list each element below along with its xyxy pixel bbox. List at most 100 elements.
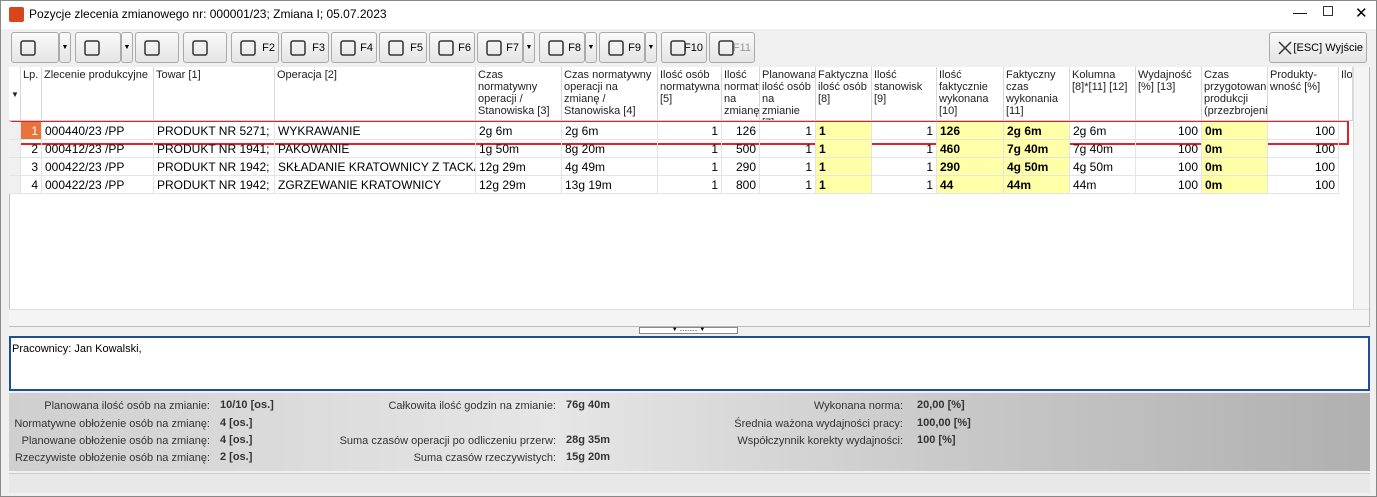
tool-button[interactable]: F7 <box>477 32 523 63</box>
cell[interactable]: PRODUKT NR 5271; <box>154 122 275 140</box>
cell[interactable]: 0m <box>1202 140 1268 158</box>
dropdown[interactable]: ▼ <box>59 32 71 63</box>
column-header[interactable]: Ilość osób normatywna [5] <box>658 67 722 121</box>
cell[interactable]: 100 <box>1268 122 1339 140</box>
cell[interactable]: 100 <box>1136 176 1202 194</box>
cell[interactable]: WYKRAWANIE <box>275 122 476 140</box>
dropdown[interactable]: ▼ <box>523 32 535 63</box>
column-header[interactable]: Ilość faktycznie wykonana [10] <box>937 67 1004 121</box>
cell[interactable]: 4g 49m <box>562 158 658 176</box>
cell[interactable]: 1 <box>872 158 937 176</box>
column-header[interactable]: Czas normatywny operacji / Stanowiska [3… <box>476 67 562 121</box>
cell[interactable]: 1 <box>760 158 816 176</box>
cell[interactable]: 44 <box>937 176 1004 194</box>
cell[interactable]: 2g 6m <box>562 122 658 140</box>
cell[interactable]: 1 <box>816 140 872 158</box>
dropdown[interactable]: ▼ <box>121 32 133 63</box>
cell[interactable]: 1 <box>816 158 872 176</box>
column-header[interactable]: Zlecenie produkcyjne <box>42 67 154 121</box>
cell[interactable]: 500 <box>722 140 760 158</box>
cell[interactable]: 1 <box>760 122 816 140</box>
tool-button[interactable]: F9 <box>599 32 645 63</box>
dropdown[interactable]: ▼ <box>585 32 597 63</box>
cell[interactable]: 1 <box>872 176 937 194</box>
cell[interactable]: PAKOWANIE <box>275 140 476 158</box>
column-header[interactable]: Czas przygotowania produkcji (przezbroje… <box>1202 67 1268 121</box>
tool-button[interactable]: F10 <box>661 32 707 63</box>
cell[interactable]: 100 <box>1268 158 1339 176</box>
exit-button[interactable]: [ESC] Wyjście <box>1269 32 1367 63</box>
cell[interactable]: 44m <box>1070 176 1136 194</box>
cell[interactable]: 000412/23 /PP <box>42 140 154 158</box>
cell[interactable]: 1 <box>658 158 722 176</box>
tool-button[interactable]: F3 <box>281 32 329 63</box>
column-header[interactable]: Faktyczny czas wykonania [11] <box>1004 67 1070 121</box>
cell[interactable]: PRODUKT NR 1942; <box>154 158 275 176</box>
cell[interactable]: 1 <box>21 122 42 140</box>
tool-button[interactable]: F11 <box>709 32 755 63</box>
cell[interactable]: 1 <box>760 176 816 194</box>
column-header[interactable]: Ilość normatywna na zmianę <box>722 67 760 121</box>
column-header[interactable]: Towar [1] <box>154 67 275 121</box>
cell[interactable]: 1 <box>658 176 722 194</box>
tool-button[interactable]: F2 <box>231 32 279 63</box>
cell[interactable]: PRODUKT NR 1941; <box>154 140 275 158</box>
tool-button[interactable]: F8 <box>539 32 585 63</box>
cell[interactable]: 1 <box>658 122 722 140</box>
column-header[interactable]: Wydajność [%] [13] <box>1136 67 1202 121</box>
cell[interactable]: 1g 50m <box>476 140 562 158</box>
minimize[interactable]: — <box>1293 4 1307 20</box>
cell[interactable]: 000422/23 /PP <box>42 176 154 194</box>
cell[interactable]: 1 <box>760 140 816 158</box>
close[interactable]: ✕ <box>1355 5 1368 22</box>
cell[interactable]: 1 <box>872 122 937 140</box>
column-header[interactable]: Ilość stanowisk [9] <box>872 67 937 121</box>
cell[interactable]: 0m <box>1202 158 1268 176</box>
cell[interactable]: 1 <box>872 140 937 158</box>
tool-button[interactable]: F6 <box>429 32 475 63</box>
cell[interactable]: 2g 6m <box>1004 122 1070 140</box>
cell[interactable]: 12g 29m <box>476 176 562 194</box>
cell[interactable]: 126 <box>937 122 1004 140</box>
cell[interactable]: 1 <box>658 140 722 158</box>
cell[interactable]: 2g 6m <box>1070 122 1136 140</box>
row-indicator[interactable] <box>9 140 21 158</box>
cell[interactable]: 1 <box>816 122 872 140</box>
cell[interactable]: 100 <box>1136 158 1202 176</box>
column-header[interactable]: Faktyczna ilość osób [8] <box>816 67 872 121</box>
cell[interactable]: 100 <box>1268 140 1339 158</box>
cell[interactable]: 100 <box>1268 176 1339 194</box>
cell[interactable]: 000440/23 /PP <box>42 122 154 140</box>
cell[interactable]: PRODUKT NR 1942; <box>154 176 275 194</box>
tool-button[interactable] <box>11 32 59 63</box>
row-indicator[interactable] <box>9 122 21 140</box>
row-indicator[interactable] <box>9 176 21 194</box>
tool-button[interactable]: F5 <box>379 32 427 63</box>
cell[interactable]: 100 <box>1136 122 1202 140</box>
tool-button[interactable]: F4 <box>331 32 377 63</box>
cell[interactable]: 4g 50m <box>1070 158 1136 176</box>
cell[interactable]: ZGRZEWANIE KRATOWNICY <box>275 176 476 194</box>
cell[interactable]: 4 <box>21 176 42 194</box>
maximize[interactable] <box>1323 6 1333 16</box>
column-header[interactable]: Planowana ilość osób na zmianie [7] <box>760 67 816 121</box>
cell[interactable]: 8g 20m <box>562 140 658 158</box>
cell[interactable]: 1 <box>816 176 872 194</box>
cell[interactable]: 12g 29m <box>476 158 562 176</box>
column-header[interactable]: Produkty-wność [%] <box>1268 67 1339 121</box>
h-scrollbar[interactable] <box>9 309 1369 326</box>
tool-button[interactable] <box>75 32 121 63</box>
cell[interactable]: 7g 40m <box>1004 140 1070 158</box>
cell[interactable]: 0m <box>1202 176 1268 194</box>
column-header[interactable]: Czas normatywny operacji na zmianę / Sta… <box>562 67 658 121</box>
column-header[interactable]: Ilość <box>1339 67 1353 121</box>
cell[interactable]: 800 <box>722 176 760 194</box>
row-indicator[interactable] <box>9 158 21 176</box>
cell[interactable]: 2 <box>21 140 42 158</box>
cell[interactable]: 2g 6m <box>476 122 562 140</box>
column-header[interactable]: Operacja [2] <box>275 67 476 121</box>
cell[interactable]: 44m <box>1004 176 1070 194</box>
cell[interactable]: 0m <box>1202 122 1268 140</box>
cell[interactable]: 000422/23 /PP <box>42 158 154 176</box>
column-header[interactable]: Kolumna [8]*[11] [12] <box>1070 67 1136 121</box>
